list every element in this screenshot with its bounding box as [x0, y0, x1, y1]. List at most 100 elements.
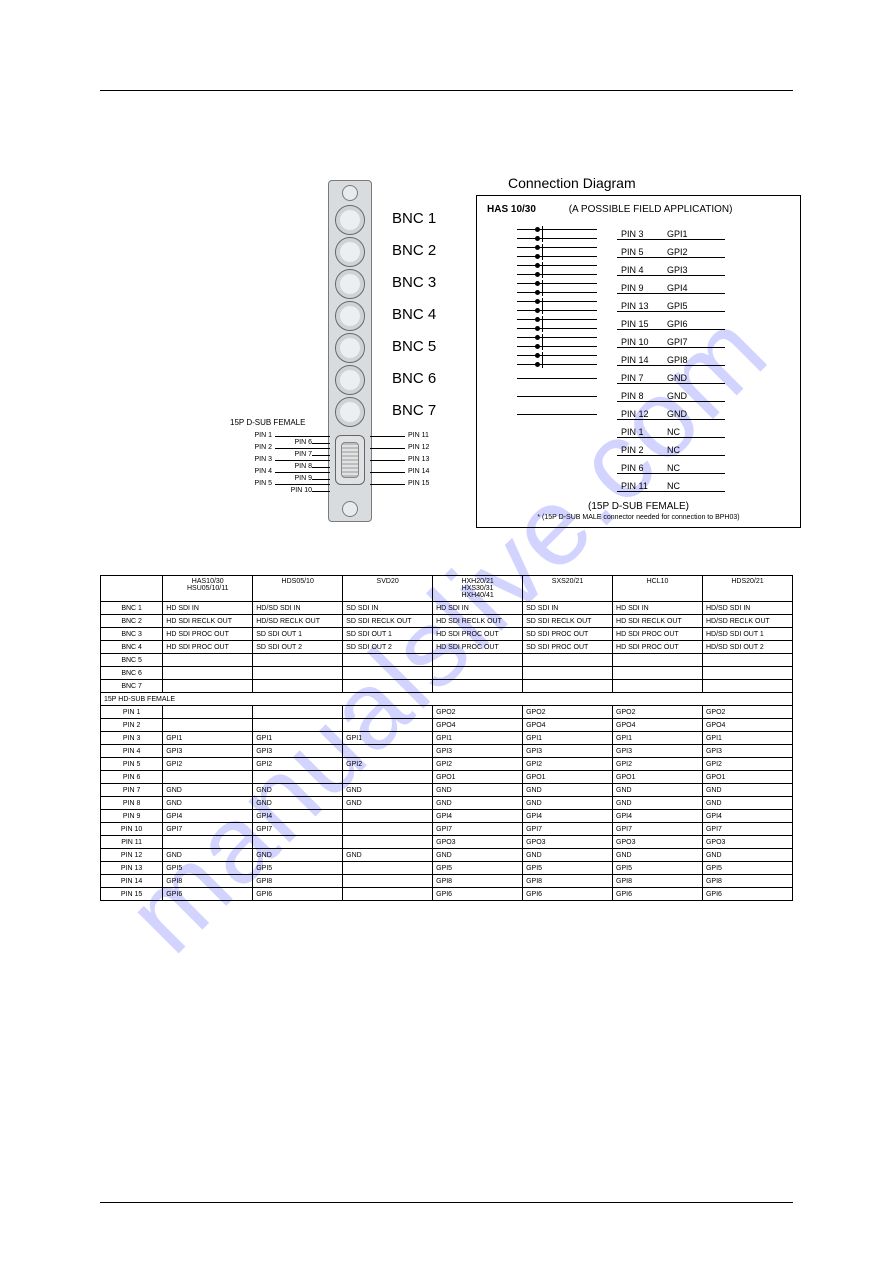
- table-cell: GPO2: [523, 706, 613, 719]
- conn-pin: PIN 15: [621, 319, 659, 329]
- conn-pin: PIN 10: [621, 337, 659, 347]
- table-cell: [613, 680, 703, 693]
- table-cell: GPI8: [253, 875, 343, 888]
- table-cell: HD/SD RECLK OUT: [253, 615, 343, 628]
- connection-cell: PIN 11NC: [617, 480, 725, 492]
- table-cell: GPO3: [613, 836, 703, 849]
- table-cell: HD SDI PROC OUT: [613, 641, 703, 654]
- table-cell: [343, 875, 433, 888]
- table-cell: GND: [613, 797, 703, 810]
- table-cell: GPI3: [613, 745, 703, 758]
- switch-icon: [487, 299, 597, 313]
- connection-row: PIN 7GND: [487, 369, 790, 387]
- table-row: BNC 3HD SDI PROC OUTSD SDI OUT 1SD SDI O…: [101, 628, 793, 641]
- table-cell: GPI7: [163, 823, 253, 836]
- pin-label: PIN 13: [408, 456, 429, 463]
- table-cell: GND: [613, 784, 703, 797]
- table-cell: SD SDI PROC OUT: [523, 641, 613, 654]
- table-cell: GPI7: [702, 823, 792, 836]
- connection-row: PIN 8GND: [487, 387, 790, 405]
- switch-icon: [487, 263, 597, 277]
- switch-icon: [487, 281, 597, 295]
- bnc-label: BNC 4: [392, 306, 436, 323]
- connection-row: PIN 13GPI5: [487, 297, 790, 315]
- table-cell: HD SDI IN: [433, 602, 523, 615]
- table-cell: PIN 12: [101, 849, 163, 862]
- bnc-connector-icon: [335, 365, 365, 395]
- table-cell: GPI3: [253, 745, 343, 758]
- connection-diagram-note: * (15P D-SUB MALE connector needed for c…: [487, 514, 790, 521]
- table-cell: BNC 5: [101, 654, 163, 667]
- connection-cell: PIN 8GND: [617, 390, 725, 402]
- pinout-table-wrap: HAS10/30HSU05/10/11HDS05/10SVD20HXH20/21…: [100, 575, 793, 901]
- table-row: PIN 14GPI8GPI8GPI8GPI8GPI8GPI8: [101, 875, 793, 888]
- pin-label: PIN 4: [254, 468, 272, 475]
- table-cell: [343, 719, 433, 732]
- table-cell: HD/SD SDI OUT 1: [702, 628, 792, 641]
- table-row: PIN 3GPI1GPI1GPI1GPI1GPI1GPI1GPI1: [101, 732, 793, 745]
- table-cell: BNC 7: [101, 680, 163, 693]
- table-section-label: 15P HD-SUB FEMALE: [101, 693, 793, 706]
- connection-row: PIN 3GPI1: [487, 225, 790, 243]
- pin-label: PIN 2: [254, 444, 272, 451]
- table-cell: GPO2: [613, 706, 703, 719]
- screw-icon: [342, 185, 358, 201]
- switch-icon: [487, 317, 597, 331]
- rule-top: [100, 90, 793, 91]
- connection-row: PIN 1NC: [487, 423, 790, 441]
- table-cell: [433, 680, 523, 693]
- table-header-cell: HAS10/30HSU05/10/11: [163, 576, 253, 602]
- conn-pin: PIN 7: [621, 373, 659, 383]
- table-section-row: 15P HD-SUB FEMALE: [101, 693, 793, 706]
- table-cell: HD SDI RECLK OUT: [433, 615, 523, 628]
- table-cell: PIN 5: [101, 758, 163, 771]
- table-cell: PIN 6: [101, 771, 163, 784]
- table-cell: PIN 9: [101, 810, 163, 823]
- table-cell: [253, 667, 343, 680]
- table-cell: GPI4: [433, 810, 523, 823]
- table-cell: GND: [163, 797, 253, 810]
- table-cell: GPI2: [613, 758, 703, 771]
- bnc-label: BNC 3: [392, 274, 436, 291]
- table-cell: GPI7: [613, 823, 703, 836]
- table-cell: [702, 654, 792, 667]
- table-cell: GPI1: [702, 732, 792, 745]
- connection-row: PIN 2NC: [487, 441, 790, 459]
- conn-signal: GND: [667, 391, 687, 401]
- table-cell: HD SDI PROC OUT: [163, 641, 253, 654]
- table-cell: GPI6: [613, 888, 703, 901]
- table-cell: GPI5: [613, 862, 703, 875]
- table-cell: GPO3: [433, 836, 523, 849]
- connection-row: PIN 5GPI2: [487, 243, 790, 261]
- table-cell: GPO1: [523, 771, 613, 784]
- conn-signal: GPI7: [667, 337, 688, 347]
- table-row: BNC 1HD SDI INHD/SD SDI INSD SDI INHD SD…: [101, 602, 793, 615]
- table-cell: [253, 719, 343, 732]
- table-cell: SD SDI OUT 2: [343, 641, 433, 654]
- screw-icon: [342, 501, 358, 517]
- conn-signal: GPI6: [667, 319, 688, 329]
- table-cell: HD SDI PROC OUT: [613, 628, 703, 641]
- table-cell: GPI2: [163, 758, 253, 771]
- table-cell: [163, 719, 253, 732]
- pin-label: PIN 9: [294, 475, 312, 482]
- table-cell: GPI2: [702, 758, 792, 771]
- table-cell: GND: [343, 797, 433, 810]
- connection-cell: PIN 12GND: [617, 408, 725, 420]
- table-cell: SD SDI RECLK OUT: [523, 615, 613, 628]
- conn-signal: GPI2: [667, 247, 688, 257]
- table-cell: HD SDI RECLK OUT: [613, 615, 703, 628]
- table-cell: HD/SD SDI IN: [253, 602, 343, 615]
- conn-signal: NC: [667, 481, 680, 491]
- table-cell: PIN 11: [101, 836, 163, 849]
- table-cell: SD SDI RECLK OUT: [343, 615, 433, 628]
- table-cell: GPI4: [253, 810, 343, 823]
- table-cell: GND: [343, 784, 433, 797]
- connection-cell: PIN 4GPI3: [617, 264, 725, 276]
- table-cell: GND: [523, 784, 613, 797]
- table-row: PIN 15GPI6GPI6GPI6GPI6GPI6GPI6: [101, 888, 793, 901]
- table-cell: GND: [163, 849, 253, 862]
- table-row: PIN 13GPI5GPI5GPI5GPI5GPI5GPI5: [101, 862, 793, 875]
- table-cell: GPI3: [523, 745, 613, 758]
- table-cell: [433, 667, 523, 680]
